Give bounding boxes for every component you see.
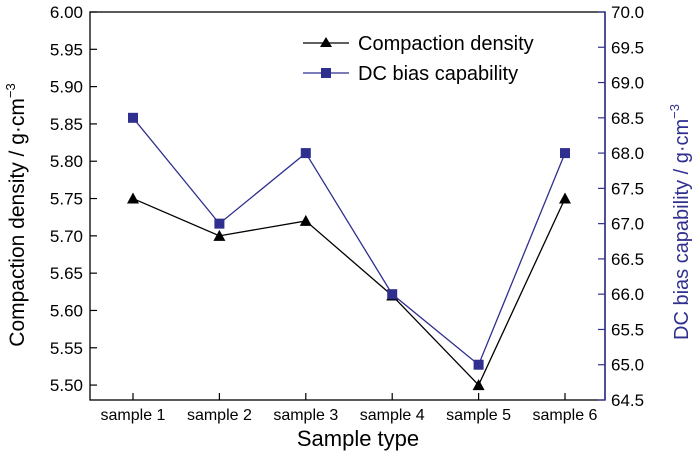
right-tick-label: 69.5: [611, 38, 644, 57]
x-tick-label: sample 2: [187, 407, 252, 424]
left-tick-label: 6.00: [50, 3, 83, 22]
legend: Compaction density DC bias capability: [303, 33, 534, 85]
legend-marker-square: [321, 68, 331, 78]
left-y-axis-title: Compaction density / g·cm−3: [3, 83, 29, 346]
left-tick-label: 5.50: [50, 376, 83, 395]
data-point-square: [560, 148, 570, 159]
series-compaction-density: [127, 192, 571, 391]
data-point-square: [473, 359, 484, 370]
x-tick-label: sample 6: [533, 407, 598, 424]
data-point-square: [128, 112, 138, 123]
right-y-axis-title: DC bias capability / g·cm−3: [667, 104, 693, 340]
left-y-axis: 5.50 5.55 5.60 5.65 5.70 5.75 5.80 5.85 5.90 5.95…: [50, 3, 97, 395]
x-axis-title: Sample type: [297, 426, 419, 451]
data-point-square: [387, 289, 398, 300]
data-point-triangle: [299, 214, 312, 226]
left-tick-label: 5.90: [50, 78, 83, 97]
series-line-dc-bias-capability: [132, 117, 566, 366]
right-tick-label: 67.0: [611, 215, 644, 234]
legend-item-compaction-density: Compaction density: [303, 33, 534, 55]
series-line-compaction-density: [132, 197, 566, 387]
x-tick-label: sample 1: [101, 407, 166, 424]
x-tick-label: sample 5: [446, 407, 511, 424]
right-tick-label: 65.5: [611, 320, 644, 339]
right-tick-label: 66.0: [611, 285, 644, 304]
right-tick-label: 70.0: [611, 3, 644, 22]
x-tick-label: sample 4: [360, 407, 425, 424]
right-tick-label: 64.5: [611, 391, 644, 410]
data-point-square: [214, 218, 225, 229]
axes: [89, 11, 606, 401]
right-tick-label: 69.0: [611, 74, 644, 93]
left-tick-label: 5.75: [50, 190, 83, 209]
data-point-triangle: [127, 192, 139, 204]
left-tick-label: 5.95: [50, 40, 83, 59]
right-tick-label: 68.0: [611, 144, 644, 163]
left-tick-label: 5.60: [50, 301, 83, 320]
right-tick-label: 67.5: [611, 179, 644, 198]
left-tick-label: 5.85: [50, 115, 83, 134]
data-point-triangle: [213, 229, 226, 241]
right-y-axis: 64.5 65.0 65.5 66.0 66.5 67.0 67.5 68.0 68.5 69.0…: [598, 3, 644, 410]
x-tick-label: sample 3: [273, 407, 338, 424]
left-tick-label: 5.55: [50, 339, 83, 358]
data-point-triangle: [559, 192, 571, 204]
data-point-square: [300, 148, 311, 159]
left-tick-label: 5.80: [50, 152, 83, 171]
series-dc-bias-capability: [128, 112, 570, 370]
data-point-triangle: [472, 379, 485, 391]
right-tick-label: 68.5: [611, 109, 644, 128]
right-tick-label: 65.0: [611, 356, 644, 375]
plot-frame: [89, 11, 606, 401]
legend-marker-triangle: [320, 37, 332, 47]
left-tick-label: 5.70: [50, 227, 83, 246]
left-tick-label: 5.65: [50, 264, 83, 283]
legend-label-dc-bias-capability: DC bias capability: [358, 63, 518, 85]
x-axis: sample 1 sample 2 sample 3 sample 4 sample 5…: [101, 393, 598, 424]
legend-label-compaction-density: Compaction density: [358, 33, 534, 55]
series-layer: [127, 112, 571, 391]
legend-item-dc-bias-capability: DC bias capability: [303, 63, 518, 85]
right-tick-label: 66.5: [611, 250, 644, 269]
